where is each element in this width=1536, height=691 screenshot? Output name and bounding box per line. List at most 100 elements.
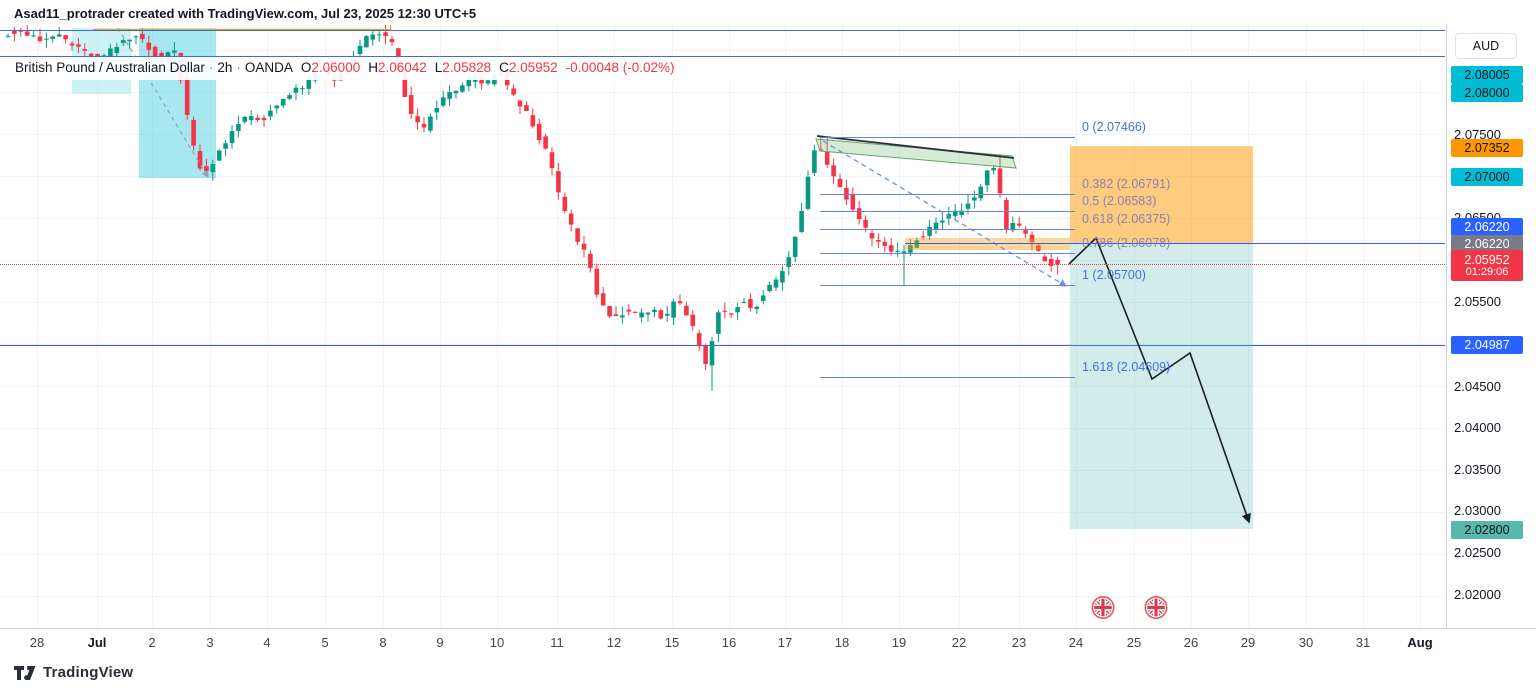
v-gridline xyxy=(152,25,153,627)
candle-body xyxy=(1036,245,1041,251)
candle-body xyxy=(588,253,593,269)
grid-layer xyxy=(0,25,1445,627)
date-tick-3: 3 xyxy=(206,635,214,650)
v-gridline xyxy=(325,25,326,627)
ohlc-value: 2.06042 xyxy=(377,60,427,75)
date-tick-26: 26 xyxy=(1183,635,1199,650)
candle-body xyxy=(984,170,990,186)
fib-label-1: 1 (2.05700) xyxy=(1082,268,1146,283)
v-gridline xyxy=(440,25,441,627)
candle-body xyxy=(786,257,792,267)
fib-line-0 xyxy=(820,136,1075,138)
date-tick-10: 10 xyxy=(489,635,505,650)
candle-body xyxy=(440,97,446,106)
date-tick-24: 24 xyxy=(1068,635,1084,650)
candle-body xyxy=(95,54,100,58)
price-axis[interactable]: AUD 2.08005 2.08000 2.07500 2.07352 2.07000 2… xyxy=(1446,25,1536,655)
price-label-2.04987: 2.04987 xyxy=(1451,336,1523,354)
candle-body xyxy=(133,36,139,38)
footer: TradingView xyxy=(0,656,1536,691)
candle-body xyxy=(300,88,305,90)
candle-body xyxy=(236,123,241,132)
h-gridline xyxy=(0,428,1445,429)
candle-body xyxy=(216,150,222,161)
price-label-2.06220: 2.06220 xyxy=(1451,218,1523,236)
candle-body xyxy=(639,312,644,318)
candle-body xyxy=(664,313,670,316)
h-gridline xyxy=(0,554,1445,555)
ohlc-value: 2.06000 xyxy=(311,60,361,75)
date-tick-22: 22 xyxy=(951,635,967,650)
candle-body xyxy=(901,251,907,254)
fib-label-0.618: 0.618 (2.06375) xyxy=(1082,211,1171,226)
v-gridline xyxy=(729,25,730,627)
candle-body xyxy=(856,208,862,220)
date-tick-Aug: Aug xyxy=(1407,635,1433,650)
candle-body xyxy=(408,95,414,114)
h-gridline xyxy=(0,512,1445,513)
candle-body xyxy=(594,268,600,295)
supply-demand-zones xyxy=(0,25,1445,627)
currency-button[interactable]: AUD xyxy=(1455,33,1517,59)
tradingview-logo[interactable]: TradingView xyxy=(14,664,133,681)
upper-price-lines xyxy=(0,25,1445,627)
candle-body xyxy=(965,203,971,209)
h-gridline xyxy=(0,386,1445,387)
event-flags-layer xyxy=(0,25,1445,627)
ohlc-value: 2.05952 xyxy=(508,60,558,75)
v-gridline xyxy=(959,25,960,627)
uk-flag-icon[interactable] xyxy=(1091,596,1115,624)
uk-flag-icon[interactable] xyxy=(1144,596,1168,624)
candle-body xyxy=(626,309,632,312)
candle-body xyxy=(376,34,382,36)
v-gridline xyxy=(842,25,843,627)
candle-body xyxy=(127,39,132,42)
candle-body xyxy=(31,35,36,37)
date-tick-18: 18 xyxy=(834,635,850,650)
blue-dashed-trendline xyxy=(822,140,1068,287)
candle-body xyxy=(831,165,836,177)
price-tick-2.07500: 2.07500 xyxy=(1454,127,1501,142)
candle-body xyxy=(428,116,433,131)
candle-body xyxy=(818,149,824,151)
symbol-legend[interactable]: British Pound / Australian Dollar · 2h · OAN… xyxy=(15,60,675,75)
date-tick-16: 16 xyxy=(721,635,737,650)
date-tick-5: 5 xyxy=(321,635,329,650)
candle-body xyxy=(735,307,740,313)
v-gridline xyxy=(1134,25,1135,627)
candle-body xyxy=(152,46,158,58)
candle-body xyxy=(568,213,574,225)
candle-body xyxy=(741,302,747,304)
v-gridline xyxy=(37,25,38,627)
date-tick-2: 2 xyxy=(148,635,156,650)
candle-body xyxy=(293,87,299,93)
time-axis[interactable]: 28 Jul 2 3 4 5 8 9 10 11 12 15 16 17 18 19 22 23 24 25 26 29 3… xyxy=(0,628,1536,656)
candle-body xyxy=(88,53,94,59)
v-gridline xyxy=(1306,25,1307,627)
candle-body xyxy=(63,35,68,40)
candle-body xyxy=(1010,222,1016,231)
date-tick-17: 17 xyxy=(777,635,793,650)
candle-body xyxy=(421,123,427,128)
ohlc-key: L xyxy=(434,60,443,75)
candle-body xyxy=(37,36,43,42)
candle-body xyxy=(274,105,280,109)
candle-body xyxy=(242,116,248,122)
candle-body xyxy=(485,80,491,84)
gray-dashed-trendline xyxy=(117,27,209,179)
h-gridline xyxy=(0,134,1445,135)
v-gridline xyxy=(383,25,384,627)
exchange: OANDA xyxy=(244,60,293,75)
fib-line-0.382 xyxy=(820,193,1075,195)
candle-body xyxy=(1004,200,1009,230)
price-label-2.08000: 2.08000 xyxy=(1451,84,1523,102)
level-2.04987 xyxy=(0,345,1445,346)
candle-body xyxy=(556,171,561,193)
chart-pane[interactable]: 0 (2.07466) 0.382 (2.06791) 0.5 (2.06583) 0… xyxy=(0,25,1445,627)
candle-body xyxy=(364,36,369,48)
candle-body xyxy=(389,39,395,43)
candle-body xyxy=(575,228,580,242)
candle-body xyxy=(415,116,420,123)
candle-body xyxy=(434,107,440,113)
fib-label-0.382: 0.382 (2.06791) xyxy=(1082,176,1171,191)
